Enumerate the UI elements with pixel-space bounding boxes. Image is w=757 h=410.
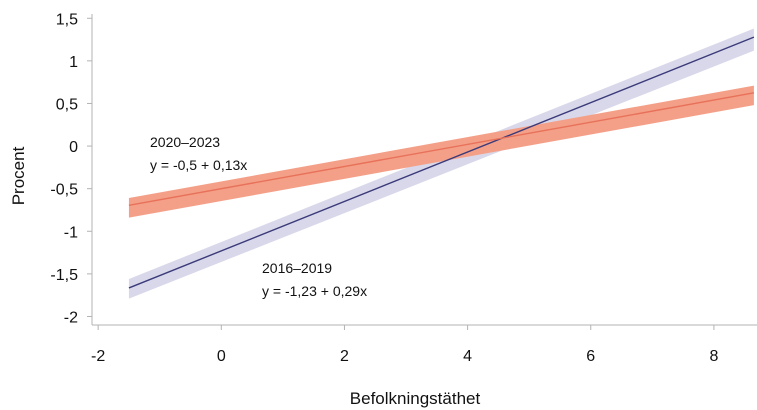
x-tick-labels: -2 0 2 4 6 8: [91, 348, 718, 365]
confidence-bands: [128, 28, 754, 299]
confidence-band-0: [128, 28, 754, 299]
y-tick-labels: -2 -1,5 -1 -0,5 0 0,5 1 1,5: [50, 11, 78, 326]
y-tick-label: -0,5: [50, 182, 78, 199]
y-axis-label: Procent: [9, 146, 28, 205]
axes: [87, 14, 757, 330]
series-2020-2023-name: 2020–2023: [150, 134, 220, 150]
x-tick-label: 2: [340, 348, 349, 365]
y-tick-label: -2: [64, 309, 78, 326]
series-2016-2019-equation: y = -1,23 + 0,29x: [262, 283, 367, 299]
y-tick-label: 0: [69, 139, 78, 156]
x-tick-label: 0: [217, 348, 226, 365]
y-tick-label: 1: [69, 54, 78, 71]
x-tick-label: 6: [586, 348, 595, 365]
regression-lines: [128, 36, 755, 289]
y-tick-label: 1,5: [56, 11, 78, 28]
regression-line-0: [128, 36, 755, 289]
series-2016-2019-name: 2016–2019: [262, 260, 332, 276]
series-2020-2023-equation: y = -0,5 + 0,13x: [150, 157, 247, 173]
y-tick-label: -1: [64, 224, 78, 241]
x-tick-label: 4: [463, 348, 472, 365]
x-axis-label: Befolkningstäthet: [350, 389, 481, 408]
x-tick-label: -2: [91, 348, 105, 365]
y-tick-label: 0,5: [56, 96, 78, 113]
regression-line-1: [128, 92, 755, 206]
confidence-band-1: [128, 85, 754, 218]
y-tick-label: -1,5: [50, 267, 78, 284]
x-tick-label: 8: [709, 348, 718, 365]
